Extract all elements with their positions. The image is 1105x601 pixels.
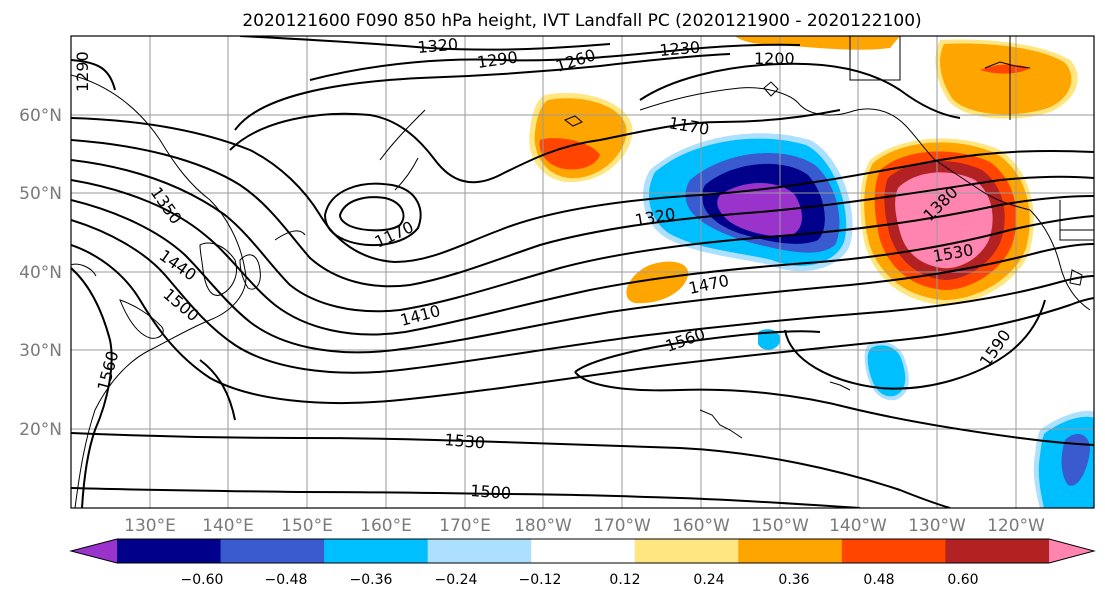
colorbar-segment — [738, 539, 843, 563]
map-frame — [70, 35, 1095, 509]
colorbar-tick: 0.36 — [778, 572, 809, 588]
colorbar: −0.60 −0.48 −0.36 −0.24 −0.12 0.12 0.24 … — [69, 538, 1096, 588]
lon-label: 170°E — [439, 516, 491, 536]
colorbar-segment — [945, 539, 1050, 563]
contour-label: 1320 — [417, 35, 459, 57]
lon-label: 140°W — [829, 516, 887, 536]
coastlines — [71, 36, 1094, 508]
colorbar-segment — [117, 539, 222, 563]
colorbar-segment — [324, 539, 429, 563]
colorbar-segment — [634, 539, 739, 563]
colorbar-tick: −0.36 — [350, 572, 393, 588]
lon-label: 130°E — [124, 516, 176, 536]
contour-label: 1230 — [659, 38, 701, 60]
contour-label: 1530 — [444, 430, 486, 452]
colorbar-extend-max — [1049, 539, 1094, 563]
contour-label: 1290 — [73, 51, 92, 92]
lon-labels: 130°E 140°E 150°E 160°E 170°E 180°W 170°… — [124, 516, 1045, 536]
colorbar-tick: 0.24 — [693, 572, 724, 588]
colorbar-tick: −0.48 — [265, 572, 308, 588]
shading-positive-west — [529, 36, 1078, 304]
colorbar-tick: 0.12 — [609, 572, 640, 588]
colorbar-tick: −0.24 — [435, 572, 478, 588]
colorbar-segment — [427, 539, 532, 563]
lon-label: 150°E — [281, 516, 333, 536]
shading-negative — [642, 133, 1094, 508]
colorbar-segment — [531, 539, 636, 563]
lon-label: 160°E — [360, 516, 412, 536]
contour-label: 1500 — [470, 481, 512, 503]
lat-labels: 60°N 50°N 40°N 30°N 20°N — [19, 106, 62, 440]
lon-label: 120°W — [987, 516, 1045, 536]
colorbar-extend-min — [71, 539, 117, 563]
lat-label: 30°N — [19, 341, 62, 361]
colorbar-tick: 0.48 — [863, 572, 894, 588]
lon-label: 130°W — [908, 516, 966, 536]
colorbar-segment — [220, 539, 325, 563]
lat-label: 50°N — [19, 184, 62, 204]
height-contours — [71, 36, 1094, 508]
lon-label: 160°W — [672, 516, 730, 536]
lat-label: 40°N — [19, 263, 62, 283]
lat-label: 60°N — [19, 106, 62, 126]
colorbar-tick: 0.60 — [947, 572, 978, 588]
colorbar-outline — [69, 538, 1096, 564]
lon-label: 140°E — [202, 516, 254, 536]
lon-label: 180°W — [514, 516, 572, 536]
colorbar-tick: −0.12 — [519, 572, 562, 588]
lon-label: 150°W — [751, 516, 809, 536]
contour-label: 1200 — [754, 49, 795, 68]
lat-label: 20°N — [19, 420, 62, 440]
figure-title: 2020121600 F090 850 hPa height, IVT Land… — [242, 11, 921, 31]
lon-label: 170°W — [593, 516, 651, 536]
colorbar-tick-labels: −0.60 −0.48 −0.36 −0.24 −0.12 0.12 0.24 … — [181, 572, 979, 588]
colorbar-tick: −0.60 — [181, 572, 224, 588]
colorbar-segment — [841, 539, 946, 563]
shading-positive-east — [860, 138, 1034, 305]
